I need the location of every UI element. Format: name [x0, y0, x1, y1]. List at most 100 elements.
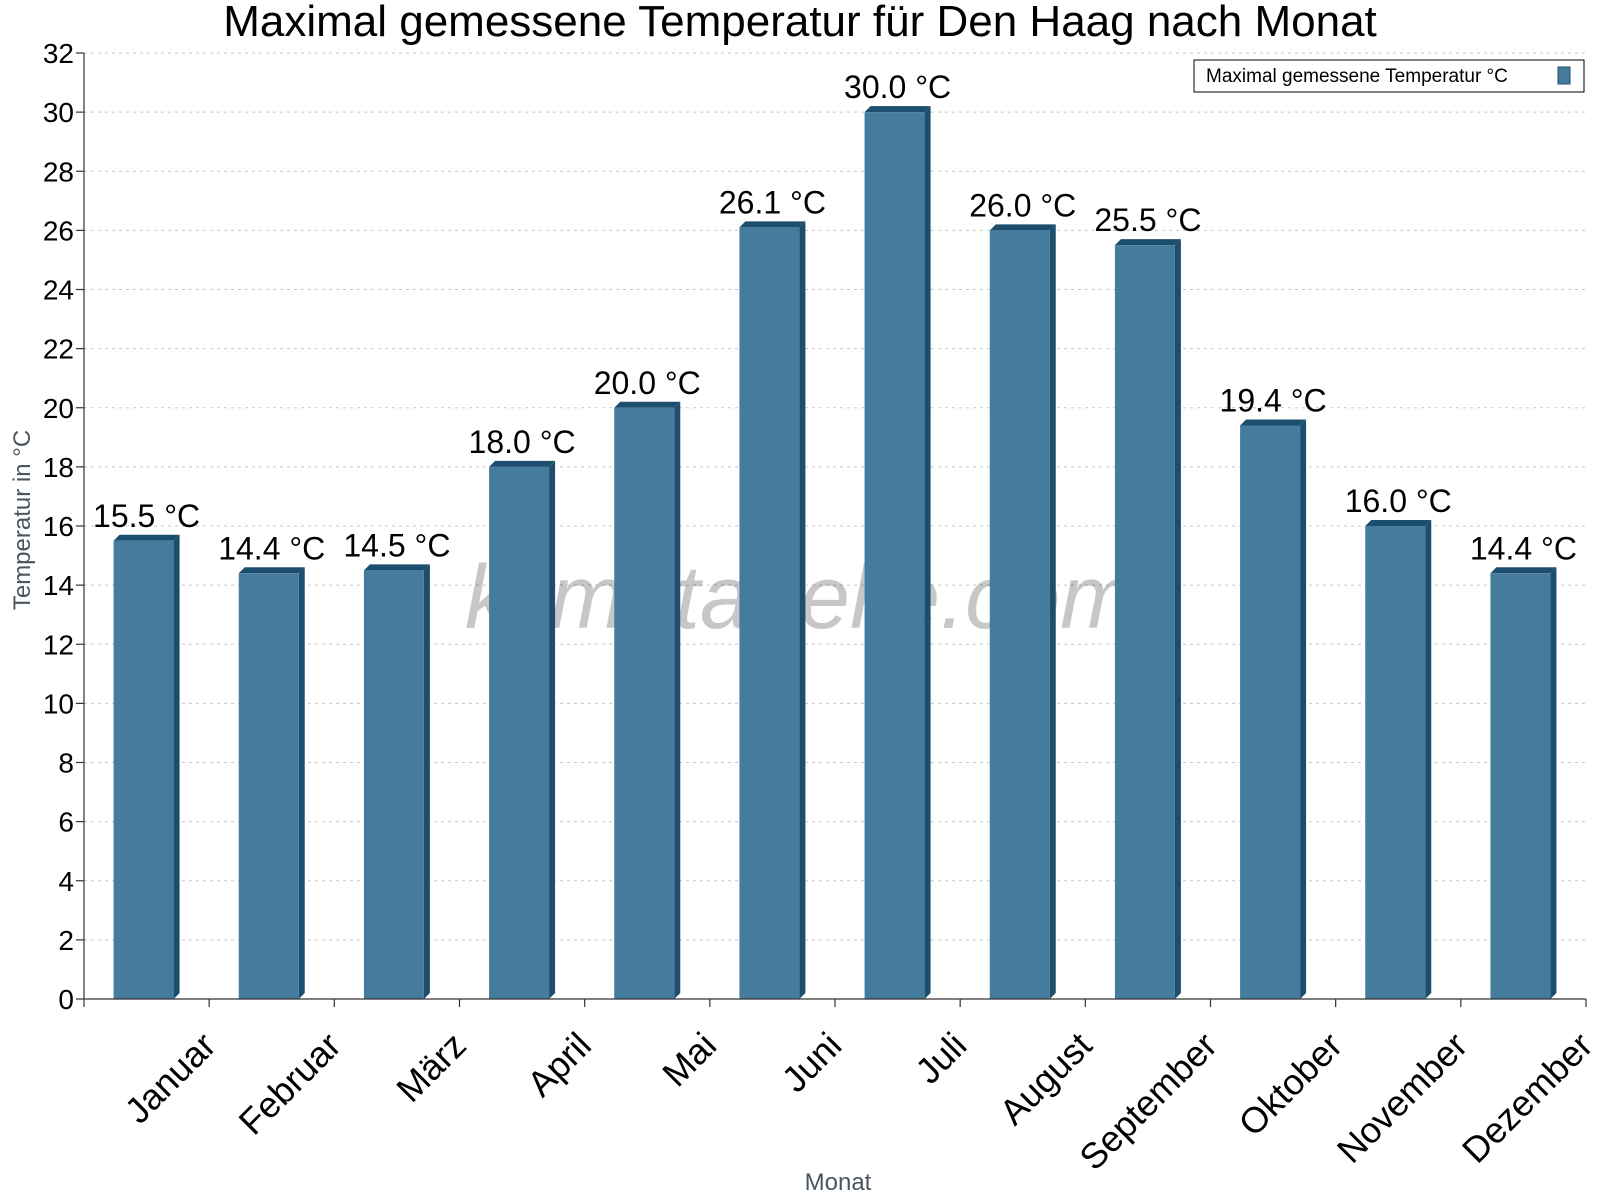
- y-tick-label: 28: [43, 156, 74, 187]
- bar-front: [1490, 573, 1551, 999]
- y-tick-label: 30: [43, 97, 74, 128]
- y-tick-label: 18: [43, 452, 74, 483]
- bar-Juni: [739, 221, 806, 999]
- data-label: 15.5 °C: [93, 498, 200, 534]
- data-label: 26.1 °C: [719, 184, 826, 220]
- legend-box: [1193, 59, 1585, 93]
- bar-side: [1550, 567, 1557, 999]
- x-tick-labels: Januar Februar März April Mai Juni Juli AugustS…: [117, 1024, 1600, 1178]
- y-tick-label: 22: [43, 334, 74, 365]
- bar-side: [549, 460, 556, 999]
- data-label: 16.0 °C: [1345, 483, 1452, 519]
- x-tick-label: Oktober: [1230, 1024, 1350, 1144]
- x-axis-title: Monat: [805, 1169, 872, 1196]
- x-tick-label: August: [991, 1024, 1099, 1132]
- bar-top: [1240, 419, 1307, 426]
- bar-top: [1114, 239, 1181, 246]
- y-tick-label: 2: [58, 925, 74, 956]
- bar-side: [423, 564, 430, 999]
- bar-side: [298, 567, 305, 999]
- bar-top: [489, 460, 556, 467]
- bar-top: [614, 401, 681, 408]
- data-label: 14.4 °C: [1470, 530, 1577, 566]
- legend: Maximal gemessene Temperatur °C: [1193, 59, 1585, 93]
- bar-front: [238, 573, 299, 999]
- y-axis-title: Temperatur in °C: [9, 430, 36, 610]
- x-tick-label: Januar: [117, 1024, 224, 1131]
- bar-front: [864, 112, 925, 999]
- y-tick-label: 24: [43, 275, 74, 306]
- y-tick-label: 14: [43, 570, 74, 601]
- x-tick-label: April: [519, 1024, 599, 1104]
- y-tick-label: 20: [43, 393, 74, 424]
- x-tick-label: Juli: [907, 1024, 974, 1091]
- x-tick-label: Juni: [774, 1024, 850, 1100]
- bar-front: [614, 407, 675, 999]
- axes: [76, 52, 1587, 1007]
- data-label: 26.0 °C: [969, 187, 1076, 223]
- bar-top: [1490, 567, 1557, 574]
- bar-Oktober: [1240, 419, 1307, 999]
- data-label: 14.4 °C: [218, 530, 325, 566]
- y-tick-label: 12: [43, 629, 74, 660]
- y-tick-label: 10: [43, 688, 74, 719]
- bar-front: [1365, 526, 1426, 999]
- bar-front: [489, 466, 550, 999]
- x-tick-label: März: [388, 1024, 474, 1110]
- y-tick-label: 6: [58, 807, 74, 838]
- bar-top: [363, 564, 430, 571]
- bar-front: [113, 540, 174, 999]
- legend-swatch: [1557, 66, 1571, 85]
- bar-Januar: [113, 534, 180, 999]
- bar-side: [1300, 419, 1307, 999]
- data-label: 25.5 °C: [1094, 202, 1201, 238]
- data-label: 14.5 °C: [343, 527, 450, 563]
- bar-top: [864, 106, 931, 113]
- bar-front: [1240, 425, 1301, 999]
- chart-title: Maximal gemessene Temperatur für Den Haa…: [223, 0, 1377, 46]
- legend-entry-label: Maximal gemessene Temperatur °C: [1206, 66, 1508, 87]
- bar-side: [674, 401, 681, 999]
- bar-Mai: [614, 401, 681, 999]
- bar-side: [924, 106, 931, 999]
- bar-side: [1049, 224, 1056, 999]
- bar-top: [1365, 520, 1432, 526]
- bar-April: [489, 460, 556, 999]
- x-tick-label: Dezember: [1454, 1024, 1600, 1170]
- data-labels: 15.5 °C 14.4 °C 14.5 °C 18.0 °C 20.0 °C 26.1 …: [93, 69, 1577, 566]
- y-tick-label: 0: [58, 984, 74, 1015]
- bar-top: [238, 567, 305, 574]
- x-tick-label: Februar: [231, 1024, 349, 1142]
- bar-August: [989, 224, 1056, 999]
- data-label: 18.0 °C: [469, 424, 576, 460]
- bar-side: [799, 221, 806, 999]
- bar-front: [989, 230, 1050, 999]
- bar-front: [739, 227, 800, 999]
- y-tick-label: 4: [58, 866, 74, 897]
- bar-März: [363, 564, 430, 999]
- bar-front: [1114, 245, 1175, 999]
- bar-top: [989, 224, 1056, 231]
- bar-side: [173, 534, 180, 999]
- data-label: 30.0 °C: [844, 69, 951, 105]
- bars: [113, 106, 1557, 999]
- bar-Dezember: [1490, 567, 1557, 999]
- grid-lines: [84, 52, 1586, 941]
- data-label: 20.0 °C: [594, 365, 701, 401]
- bar-side: [1174, 239, 1181, 999]
- bar-November: [1365, 520, 1432, 999]
- bar-top: [113, 534, 180, 541]
- bar-September: [1114, 239, 1181, 999]
- bar-Juli: [864, 106, 931, 999]
- y-tick-label: 26: [43, 215, 74, 246]
- x-tick-label: September: [1071, 1024, 1225, 1178]
- x-tick-label: Mai: [654, 1024, 724, 1094]
- y-tick-label: 32: [43, 38, 74, 69]
- bar-side: [1425, 520, 1432, 999]
- bar-Februar: [238, 567, 305, 999]
- y-tick-label: 8: [58, 748, 74, 779]
- bar-front: [363, 570, 424, 999]
